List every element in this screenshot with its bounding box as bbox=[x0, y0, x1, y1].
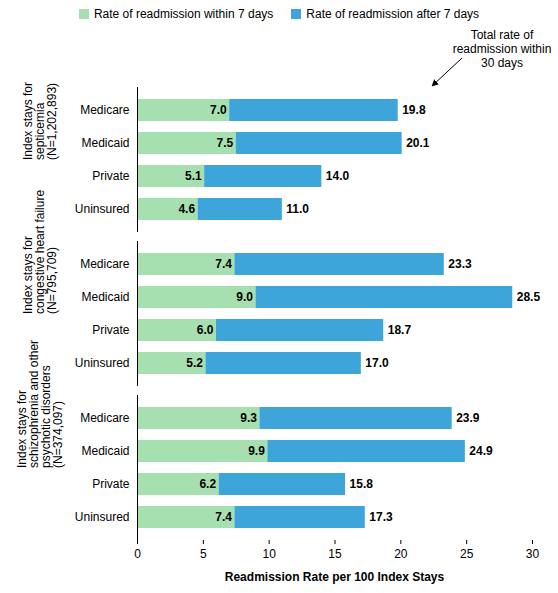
svg-text:23.9: 23.9 bbox=[456, 411, 480, 425]
svg-text:7.0: 7.0 bbox=[210, 103, 227, 117]
svg-text:7.4: 7.4 bbox=[215, 257, 232, 271]
svg-text:Uninsured: Uninsured bbox=[75, 510, 130, 524]
svg-text:4.6: 4.6 bbox=[178, 202, 195, 216]
svg-text:Index stays forschizophrenia a: Index stays forschizophrenia and otherps… bbox=[15, 340, 65, 468]
svg-text:17.0: 17.0 bbox=[365, 356, 389, 370]
svg-text:5.2: 5.2 bbox=[186, 356, 203, 370]
svg-text:6.2: 6.2 bbox=[199, 477, 216, 491]
svg-text:17.3: 17.3 bbox=[369, 510, 393, 524]
svg-text:Uninsured: Uninsured bbox=[75, 356, 130, 370]
html-text:Rate of readmission after 7 da: Rate of readmission after 7 days bbox=[306, 7, 480, 21]
svg-text:Medicare: Medicare bbox=[80, 103, 130, 117]
svg-text:Private: Private bbox=[92, 169, 130, 183]
svg-text:19.8: 19.8 bbox=[402, 103, 426, 117]
html-text:Rate of readmission within 7 d: Rate of readmission within 7 days bbox=[93, 7, 274, 21]
svg-text:23.3: 23.3 bbox=[448, 257, 472, 271]
svg-text:Index stays forcongestive hear: Index stays forcongestive heart failure(… bbox=[21, 190, 59, 314]
svg-text:Medicaid: Medicaid bbox=[81, 290, 129, 304]
svg-text:30: 30 bbox=[526, 547, 540, 561]
svg-text:15.8: 15.8 bbox=[350, 477, 374, 491]
svg-text:28.5: 28.5 bbox=[517, 290, 541, 304]
svg-text:Medicaid: Medicaid bbox=[81, 136, 129, 150]
svg-text:20: 20 bbox=[394, 547, 408, 561]
svg-text:9.9: 9.9 bbox=[248, 444, 265, 458]
svg-text:Medicare: Medicare bbox=[80, 257, 130, 271]
svg-text:Private: Private bbox=[92, 323, 130, 337]
svg-text:10: 10 bbox=[262, 547, 276, 561]
svg-text:15: 15 bbox=[328, 547, 342, 561]
svg-text:Uninsured: Uninsured bbox=[75, 202, 130, 216]
svg-text:7.4: 7.4 bbox=[215, 510, 232, 524]
svg-text:Private: Private bbox=[92, 477, 130, 491]
svg-text:9.3: 9.3 bbox=[240, 411, 257, 425]
svg-text:Medicare: Medicare bbox=[80, 411, 130, 425]
svg-text:5: 5 bbox=[200, 547, 207, 561]
svg-text:18.7: 18.7 bbox=[388, 323, 412, 337]
html-text:Readmission Rate per 100 Index: Readmission Rate per 100 Index Stays bbox=[224, 570, 445, 584]
svg-text:5.1: 5.1 bbox=[185, 169, 202, 183]
svg-text:7.5: 7.5 bbox=[217, 136, 234, 150]
svg-text:25: 25 bbox=[460, 547, 474, 561]
svg-text:0: 0 bbox=[134, 547, 141, 561]
svg-text:9.0: 9.0 bbox=[236, 290, 253, 304]
svg-text:Medicaid: Medicaid bbox=[81, 444, 129, 458]
svg-text:24.9: 24.9 bbox=[469, 444, 493, 458]
svg-text:20.1: 20.1 bbox=[406, 136, 430, 150]
svg-text:Index stays forsepticemia(N=1,: Index stays forsepticemia(N=1,202,893) bbox=[21, 82, 59, 160]
svg-text:14.0: 14.0 bbox=[326, 169, 350, 183]
html-text:Total rate of readmission with: Total rate of readmission within 30 days bbox=[452, 28, 552, 70]
svg-text:6.0: 6.0 bbox=[197, 323, 214, 337]
svg-text:11.0: 11.0 bbox=[286, 202, 309, 216]
